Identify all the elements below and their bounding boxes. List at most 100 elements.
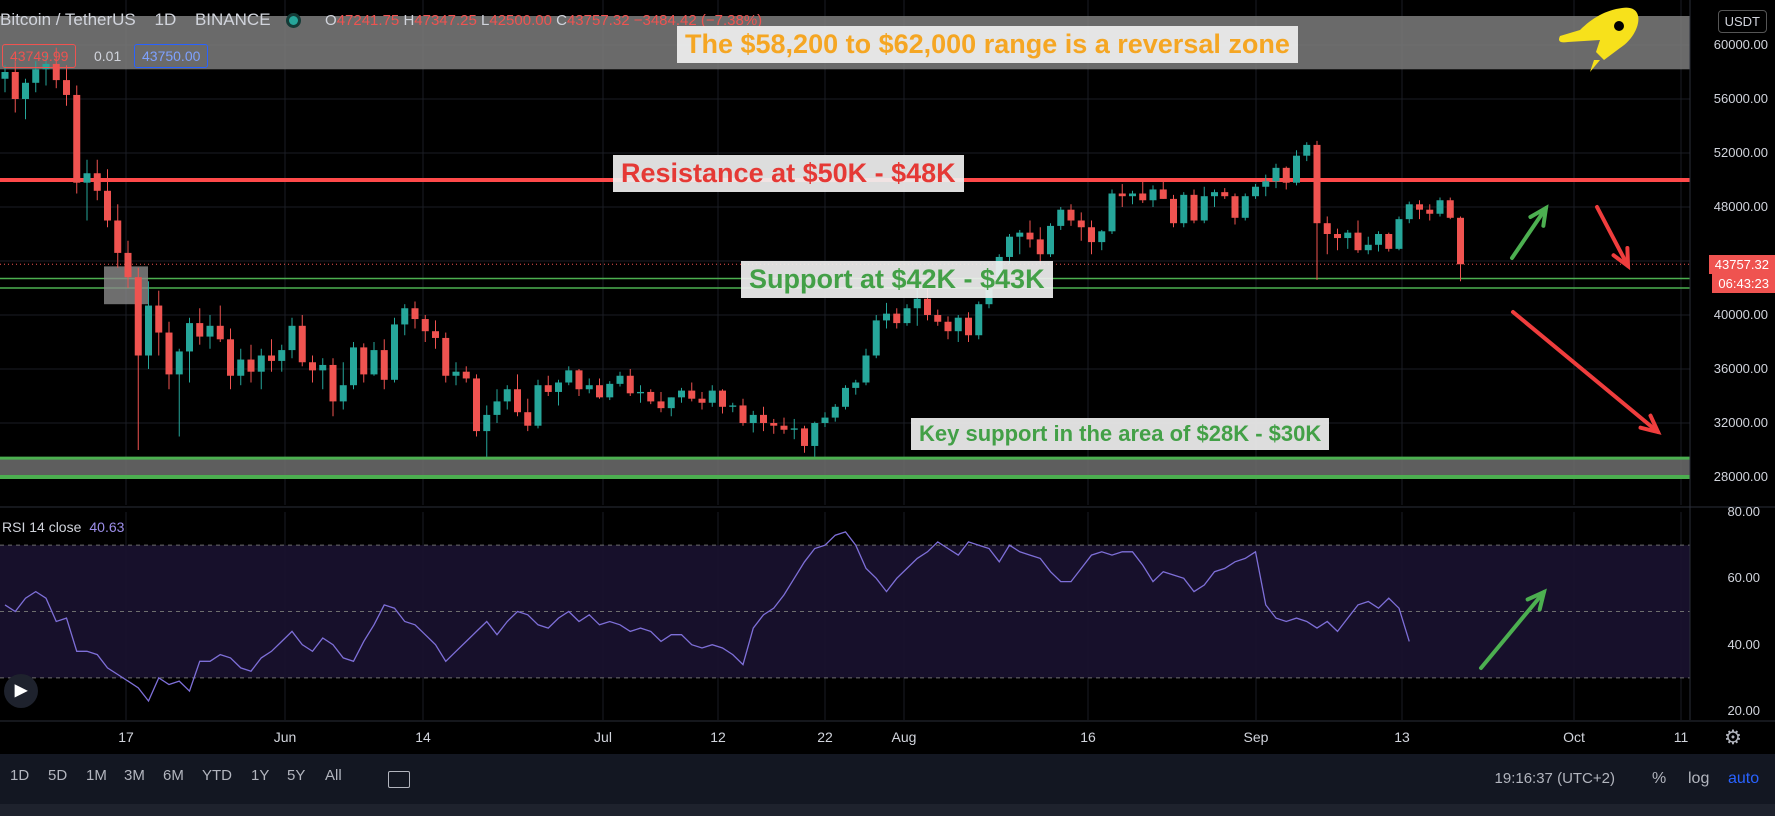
candle-body (401, 308, 409, 325)
candle-body (247, 359, 255, 372)
percent-toggle[interactable]: % (1652, 770, 1667, 787)
candle-body (1180, 194, 1188, 224)
candle-body (73, 94, 81, 183)
spread-value: 0.01 (94, 48, 122, 64)
date-range-icon[interactable] (388, 771, 410, 788)
candle-body (801, 428, 808, 446)
range-button-all[interactable]: All (325, 767, 342, 784)
range-button-ytd[interactable]: YTD (202, 767, 232, 784)
currency-button[interactable]: USDT (1717, 10, 1767, 33)
sell-price-button[interactable]: 43749.99 (2, 44, 77, 68)
candle-body (616, 375, 624, 384)
candle-body (893, 313, 901, 324)
candle-body (114, 220, 122, 253)
candle-body (462, 371, 470, 379)
candle-body (954, 317, 962, 332)
candle-body (1139, 193, 1147, 201)
candle-body (1395, 219, 1403, 249)
candle-body (432, 331, 439, 338)
candle-body (1211, 192, 1218, 197)
candle-body (1426, 209, 1434, 214)
price-tick-label: 40000.00 (1713, 307, 1768, 322)
price-change: −3484.42 (−7.38%) (633, 12, 763, 29)
candle-body (52, 63, 60, 81)
arrow-up-green (1510, 206, 1548, 260)
time-tick-label: 16 (1080, 729, 1096, 745)
candle-body (319, 364, 327, 371)
candle-body (370, 350, 378, 375)
candle-body (11, 72, 19, 99)
time-tick-label: 13 (1394, 729, 1410, 745)
rsi-legend[interactable]: RSI 14 close 40.63 (2, 519, 124, 535)
candle-body (278, 350, 286, 361)
bar-countdown: 06:43:23 (1712, 274, 1775, 293)
candle-body (790, 428, 798, 430)
arrow-down-red-small (1595, 205, 1630, 268)
bottom-strip (0, 804, 1775, 816)
candle-body (883, 313, 890, 321)
candle-body (22, 82, 29, 99)
arrow-down-red-large (1511, 310, 1660, 434)
candle-body (913, 298, 921, 309)
candle-body (862, 355, 870, 383)
candle-body (1231, 196, 1239, 218)
candle-body (1375, 234, 1382, 245)
candle-body (1067, 209, 1075, 221)
candle-body (872, 320, 880, 356)
candle-body (1334, 234, 1341, 239)
candle-body (729, 405, 737, 407)
range-button-6m[interactable]: 6M (163, 767, 184, 784)
candle-body (1159, 189, 1167, 199)
settings-gear-icon[interactable]: ⚙ (1724, 727, 1742, 749)
candle-body (1303, 144, 1311, 156)
candle-body (811, 423, 819, 446)
range-button-5y[interactable]: 5Y (287, 767, 306, 784)
range-button-5d[interactable]: 5D (48, 767, 68, 784)
candle-body (719, 390, 726, 407)
exchange: BINANCE (194, 10, 271, 29)
resistance-label[interactable]: Resistance at $50K - $48K (613, 155, 964, 192)
candle-body (421, 319, 429, 332)
rsi-value: 40.63 (89, 519, 125, 535)
price-tick-label: 48000.00 (1713, 199, 1768, 214)
symbol-header: Bitcoin / TetherUS 1D BINANCE O47241.75 … (0, 10, 762, 30)
tradingview-logo[interactable]: ▶ (4, 674, 38, 708)
candle-body (975, 304, 983, 336)
support-label[interactable]: Support at $42K - $43K (741, 261, 1053, 298)
log-toggle[interactable]: log (1688, 770, 1710, 787)
candle-body (227, 339, 234, 376)
time-tick-label: Jul (594, 729, 612, 745)
candle-body (852, 382, 860, 388)
candle-body (309, 362, 316, 371)
arrow-rsi-up-green (1479, 590, 1546, 670)
candle-body (493, 401, 501, 415)
candle-body (196, 323, 204, 337)
arrow-down-red-large-head (1638, 413, 1662, 435)
symbol-name[interactable]: Bitcoin / TetherUS (0, 10, 136, 29)
candle-body (544, 385, 552, 392)
market-status-icon (289, 15, 299, 25)
auto-scale-toggle[interactable]: auto (1728, 770, 1760, 787)
candle-body (749, 414, 757, 423)
key-support-label[interactable]: Key support in the area of $28K - $30K (911, 418, 1330, 450)
candle-body (63, 80, 70, 95)
clock-timezone[interactable]: 19:16:37 (UTC+2) (1494, 770, 1615, 787)
range-button-1d[interactable]: 1D (10, 767, 30, 784)
range-button-3m[interactable]: 3M (124, 767, 145, 784)
rsi-pane (0, 531, 1690, 703)
timeframe[interactable]: 1D (154, 10, 177, 29)
rsi-tick-label: 40.00 (1727, 636, 1760, 652)
reversal-zone-label[interactable]: The $58,200 to $62,000 range is a revers… (677, 26, 1298, 63)
range-button-1m[interactable]: 1M (86, 767, 107, 784)
rocket-icon (1559, 7, 1639, 72)
ohlc-values: O47241.75 H47347.25 L42500.00 C43757.32 … (325, 12, 763, 29)
candle-body (1108, 193, 1116, 232)
buy-price-button[interactable]: 43750.00 (134, 44, 209, 68)
candle-body (83, 173, 91, 183)
candle-body (606, 383, 614, 398)
candle-body (350, 347, 357, 386)
candle-body (1088, 227, 1095, 243)
range-button-1y[interactable]: 1Y (251, 767, 270, 784)
candle-body (585, 385, 593, 390)
